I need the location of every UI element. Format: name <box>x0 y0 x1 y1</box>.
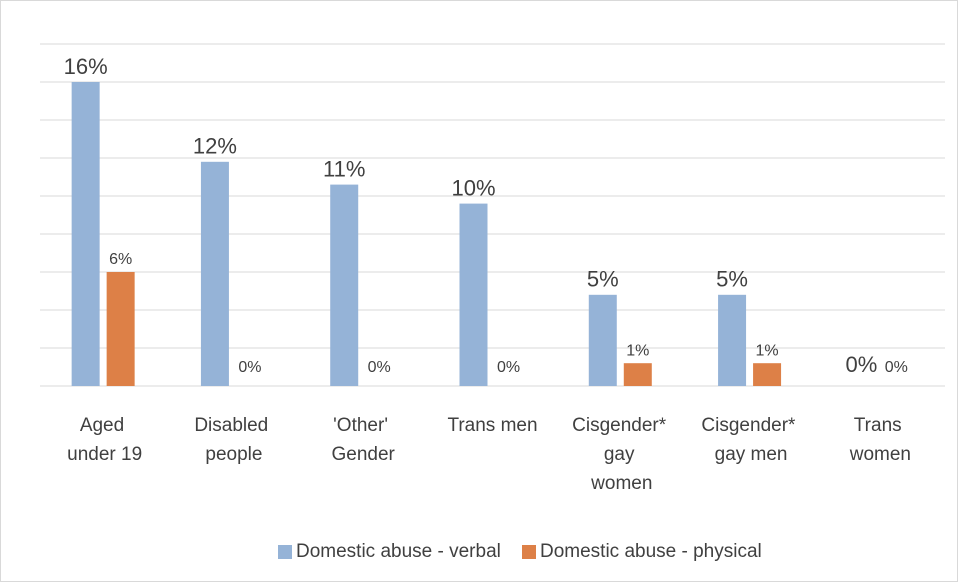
data-label: 5% <box>587 267 619 292</box>
legend-label: Domestic abuse - verbal <box>296 541 501 562</box>
bar <box>753 363 782 386</box>
bar <box>718 294 747 386</box>
data-label: 0% <box>368 359 391 376</box>
data-label: 16% <box>64 54 108 79</box>
legend-swatch <box>522 545 536 559</box>
data-label: 6% <box>109 251 132 268</box>
data-label: 12% <box>193 134 237 159</box>
x-tick-label: Disabled people <box>194 415 273 465</box>
x-tick-label: Aged under 19 <box>67 415 142 465</box>
data-label: 0% <box>845 352 877 377</box>
bar <box>330 184 359 386</box>
x-tick-label: Cisgender* gay men <box>701 415 800 465</box>
data-label: 10% <box>451 175 495 200</box>
bar <box>200 161 229 386</box>
data-label: 5% <box>716 267 748 292</box>
x-tick-label: Trans women <box>849 415 911 465</box>
data-label: 0% <box>885 359 908 376</box>
bar <box>106 272 135 386</box>
data-label: 1% <box>626 342 649 359</box>
legend-swatch <box>278 545 292 559</box>
data-label: 0% <box>238 359 261 376</box>
bar <box>459 203 488 386</box>
data-label: 11% <box>323 156 365 181</box>
data-label: 0% <box>497 359 520 376</box>
bar <box>588 294 617 386</box>
legend-label: Domestic abuse - physical <box>540 541 762 562</box>
data-label: 1% <box>756 342 779 359</box>
bar <box>623 363 652 386</box>
bar <box>71 82 100 386</box>
x-tick-label: 'Other' Gender <box>332 415 396 465</box>
x-tick-label: Cisgender* gay women <box>572 415 671 494</box>
x-tick-label: Trans men <box>447 415 537 436</box>
